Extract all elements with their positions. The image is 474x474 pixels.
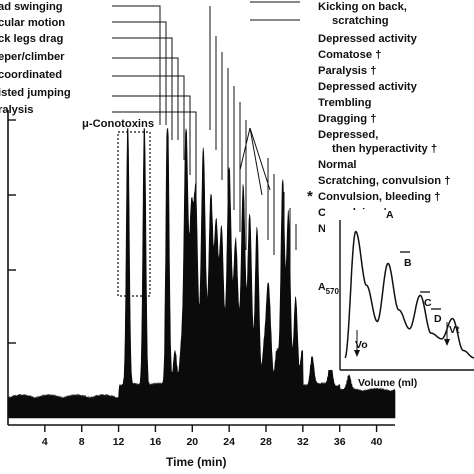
- x-axis-title: Time (min): [166, 455, 226, 469]
- annotation-leaders: [112, 1, 300, 290]
- activity-label: cular motion: [0, 17, 65, 29]
- x-tick-label: 28: [260, 436, 272, 448]
- x-tick-label: 16: [150, 436, 162, 448]
- activity-label: eper/climber: [0, 51, 65, 63]
- inset-marker-label: Vo: [355, 339, 368, 351]
- x-tick-label: 32: [297, 436, 309, 448]
- activity-label: Depressed,: [318, 129, 378, 141]
- activity-label: ck legs drag: [0, 33, 63, 45]
- x-axis-ticks: 4 8 12 16 20 24 28 32 36 40: [42, 425, 383, 448]
- inset-marker-label: Vt: [449, 324, 460, 336]
- x-tick-label: 8: [79, 436, 85, 448]
- conotoxin-bracket: [117, 131, 151, 297]
- activity-label: Depressed activity: [318, 33, 418, 45]
- activity-label: ralysis: [0, 104, 33, 116]
- inset-y-label: A570: [318, 281, 339, 296]
- activity-label: Trembling: [318, 97, 372, 109]
- left-activity-labels: ad swinging cular motion ck legs drag ep…: [0, 1, 71, 116]
- x-tick-label: 40: [371, 436, 383, 448]
- x-tick-label: 36: [334, 436, 346, 448]
- inset-markers: Vo Vt: [354, 322, 460, 357]
- activity-label: Dragging †: [318, 113, 376, 125]
- right-activity-labels: Kicking on back, scratching Depressed ac…: [307, 1, 450, 235]
- inset-x-axis-title: Volume (ml): [358, 377, 417, 389]
- activity-label: Normal: [318, 159, 357, 171]
- inset-peak-label: C: [424, 297, 432, 309]
- x-tick-label: 24: [223, 436, 235, 448]
- x-tick-label: 20: [186, 436, 198, 448]
- chromatogram-trace: [7, 128, 396, 419]
- conotoxin-label: μ-Conotoxins: [82, 118, 154, 130]
- activity-label: Scratching, convulsion †: [318, 175, 450, 187]
- activity-label: ad swinging: [0, 1, 63, 13]
- activity-label: isted jumping: [0, 87, 71, 99]
- inset-peak-labels: A B C D: [386, 209, 442, 325]
- activity-label: coordinated: [0, 69, 62, 81]
- activity-label: scratching: [332, 15, 389, 27]
- inset-peak-label: B: [404, 257, 412, 269]
- inset-trace: [344, 230, 474, 359]
- star-marker: *: [307, 188, 313, 205]
- x-tick-label: 4: [42, 436, 48, 448]
- activity-label: Convulsion, bleeding †: [318, 191, 440, 203]
- inset-peak-label: D: [434, 313, 442, 325]
- activity-label: Comatose †: [318, 49, 381, 61]
- activity-label: Depressed activity: [318, 81, 418, 93]
- x-tick-label: 12: [113, 436, 125, 448]
- activity-label: Paralysis †: [318, 65, 376, 77]
- y-axis-ticks: [8, 119, 16, 344]
- activity-label: Kicking on back,: [318, 1, 407, 13]
- activity-label: then hyperactivity †: [332, 143, 437, 155]
- inset-chart: A570 A B C D Vo Vt Volume (ml): [318, 209, 474, 389]
- inset-peak-label: A: [386, 209, 394, 221]
